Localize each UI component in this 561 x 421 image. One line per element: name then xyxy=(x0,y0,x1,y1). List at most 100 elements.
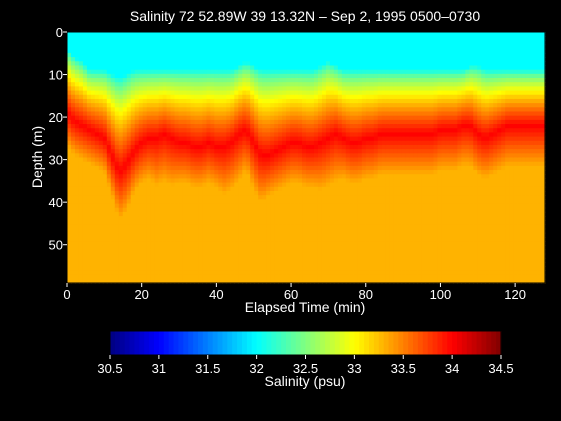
heatmap-cell xyxy=(106,178,112,184)
heatmap-cell xyxy=(142,241,148,246)
heatmap-cell xyxy=(309,278,315,284)
heatmap-cell xyxy=(182,266,188,272)
heatmap-cell xyxy=(258,182,263,188)
heatmap-cell xyxy=(377,174,383,180)
heatmap-cell xyxy=(166,44,172,50)
heatmap-cell xyxy=(286,144,291,150)
heatmap-cell xyxy=(90,190,96,196)
heatmap-cell xyxy=(162,257,168,263)
heatmap-cell xyxy=(198,211,204,217)
heatmap-cell xyxy=(194,128,200,133)
heatmap-cell xyxy=(138,165,144,171)
heatmap-cell xyxy=(162,44,168,50)
heatmap-cell xyxy=(266,190,271,196)
heatmap-cell xyxy=(286,195,291,200)
heatmap-cell xyxy=(218,224,223,230)
heatmap-cell xyxy=(373,40,379,46)
heatmap-cell xyxy=(126,149,132,154)
heatmap-cell xyxy=(146,94,152,100)
heatmap-cell xyxy=(337,245,343,251)
heatmap-cell xyxy=(373,90,379,96)
heatmap-cell xyxy=(130,69,136,75)
heatmap-cell xyxy=(166,266,172,272)
heatmap-cell xyxy=(174,224,180,230)
heatmap-cell xyxy=(369,132,375,138)
heatmap-cell xyxy=(226,182,231,188)
heatmap-cell xyxy=(230,190,235,196)
heatmap-cell xyxy=(226,36,231,41)
heatmap-cell xyxy=(357,111,363,117)
heatmap-cell xyxy=(381,178,387,184)
heatmap-cell xyxy=(106,103,112,108)
heatmap-cell xyxy=(270,78,275,83)
heatmap-cell xyxy=(353,36,359,41)
heatmap-cell xyxy=(373,107,379,113)
heatmap-cell xyxy=(202,245,208,251)
heatmap-cell xyxy=(67,220,72,226)
heatmap-cell xyxy=(74,40,80,46)
heatmap-cell xyxy=(337,36,343,41)
heatmap-cell xyxy=(278,90,283,96)
heatmap-cell xyxy=(349,182,355,188)
heatmap-cell xyxy=(122,165,128,171)
heatmap-cell xyxy=(357,203,363,209)
heatmap-cell xyxy=(329,124,335,129)
heatmap-cell xyxy=(170,52,176,58)
heatmap-cell xyxy=(262,82,267,87)
heatmap-cell xyxy=(298,44,303,50)
heatmap-cell xyxy=(202,90,208,96)
heatmap-cell xyxy=(270,132,275,138)
heatmap-cell xyxy=(381,119,387,125)
heatmap-cell xyxy=(254,98,259,104)
heatmap-cell xyxy=(266,48,271,54)
heatmap-cell xyxy=(74,90,80,96)
heatmap-cell xyxy=(313,32,319,37)
heatmap-cell xyxy=(230,82,235,87)
heatmap-cell xyxy=(282,52,287,58)
heatmap-cell xyxy=(94,178,100,184)
heatmap-cell xyxy=(341,86,347,92)
heatmap-cell xyxy=(194,270,200,276)
heatmap-cell xyxy=(90,149,96,154)
heatmap-cell xyxy=(162,153,168,159)
heatmap-cell xyxy=(385,278,391,284)
heatmap-cell xyxy=(158,73,164,79)
heatmap-cell xyxy=(381,232,387,238)
heatmap-cell xyxy=(246,90,251,96)
heatmap-cell xyxy=(86,220,92,226)
heatmap-cell xyxy=(389,153,395,159)
heatmap-cell xyxy=(126,144,132,150)
heatmap-cell xyxy=(126,86,132,92)
heatmap-cell xyxy=(118,228,124,234)
heatmap-cell xyxy=(130,211,136,217)
heatmap-cell xyxy=(385,36,391,41)
heatmap-cell xyxy=(98,270,104,276)
heatmap-cell xyxy=(246,153,251,159)
heatmap-cell xyxy=(250,220,255,226)
heatmap-cell xyxy=(114,149,120,154)
heatmap-cell xyxy=(238,65,243,71)
heatmap-cell xyxy=(106,278,112,284)
heatmap-cell xyxy=(162,165,168,171)
heatmap-cell xyxy=(118,136,124,142)
heatmap-cell xyxy=(270,203,275,209)
heatmap-cell xyxy=(294,216,299,221)
heatmap-cell xyxy=(238,124,243,129)
heatmap-cell xyxy=(150,111,156,117)
heatmap-cell xyxy=(230,186,235,192)
heatmap-cell xyxy=(313,103,319,108)
heatmap-cell xyxy=(278,186,283,192)
heatmap-cell xyxy=(118,65,124,71)
heatmap-cell xyxy=(202,69,208,75)
heatmap-cell xyxy=(238,190,243,196)
heatmap-cell xyxy=(130,203,136,209)
heatmap-cell xyxy=(134,199,140,205)
heatmap-cell xyxy=(381,257,387,263)
heatmap-cell xyxy=(146,153,152,159)
heatmap-cell xyxy=(286,232,291,238)
heatmap-cell xyxy=(190,220,196,226)
heatmap-cell xyxy=(214,241,219,246)
heatmap-cell xyxy=(278,174,283,180)
heatmap-cell xyxy=(194,262,200,267)
heatmap-cell xyxy=(329,115,335,121)
